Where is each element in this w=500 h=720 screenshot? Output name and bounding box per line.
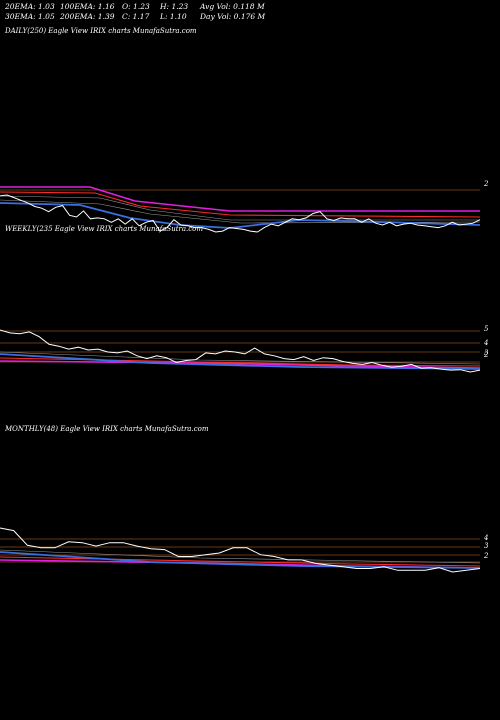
weekly-panel: WEEKLY(235 Eagle View IRIX charts Munafa…: [0, 225, 489, 373]
weekly-y-tick-label: 3: [484, 349, 489, 357]
stat-close: C: 1.17: [122, 12, 150, 21]
daily-ema-line: [0, 186, 480, 212]
daily-panel: DAILY(250) Eagle View IRIX charts Munafa…: [0, 27, 489, 233]
weekly-price-line: [0, 329, 481, 373]
monthly-ema-line: [0, 551, 481, 569]
stat-open: O: 1.23: [122, 2, 150, 11]
monthly-chart-title: MONTHLY(48) Eagle View IRIX charts Munaf…: [4, 425, 209, 433]
weekly-ema-line: [0, 353, 481, 370]
weekly-y-tick-label: 4: [483, 339, 488, 347]
daily-ema-line: [0, 202, 481, 229]
stat-20ema: 20EMA: 1.03: [5, 2, 55, 11]
weekly-chart-title: WEEKLY(235 Eagle View IRIX charts Munafa…: [5, 225, 203, 233]
monthly-y-tick-label: 4: [483, 534, 488, 542]
stat-200ema: 200EMA: 1.39: [60, 12, 115, 21]
weekly-y-tick-label: 5: [484, 325, 489, 333]
monthly-y-tick-label: 2: [483, 552, 489, 560]
stat-avg-vol: Avg Vol: 0.118 M: [200, 2, 265, 11]
weekly-y-tick-label: 2: [483, 351, 489, 359]
daily-ema-line: [0, 191, 481, 218]
stat-100ema: 100EMA: 1.16: [60, 2, 115, 11]
monthly-panel: MONTHLY(48) Eagle View IRIX charts Munaf…: [0, 425, 489, 573]
monthly-price-line: [0, 527, 481, 573]
monthly-ema-line: [0, 549, 481, 564]
weekly-ema-line: [0, 360, 481, 369]
daily-price-line: [0, 194, 481, 233]
stat-day-vol: Day Vol: 0.176 M: [200, 12, 266, 21]
stat-low: L: 1.10: [160, 12, 187, 21]
daily-y-tick-label: 2: [483, 180, 489, 188]
stat-30ema: 30EMA: 1.05: [5, 12, 55, 21]
monthly-y-tick-label: 3: [484, 542, 489, 550]
weekly-ema-line: [0, 351, 481, 365]
stat-high: H: 1.23: [160, 2, 189, 11]
daily-chart-title: DAILY(250) Eagle View IRIX charts Munafa…: [4, 27, 197, 35]
daily-ema-line: [0, 199, 481, 224]
